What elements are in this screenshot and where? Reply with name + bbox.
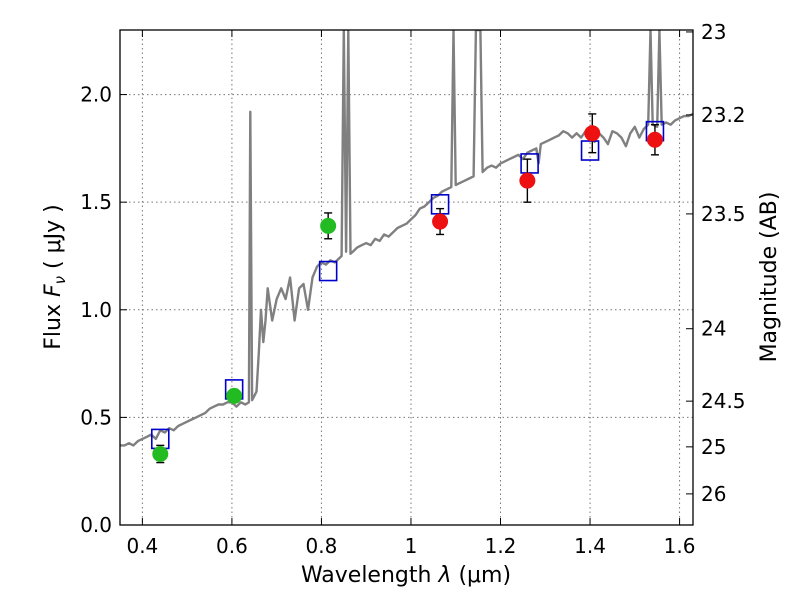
y-axis-label-subscript: ν: [51, 276, 69, 284]
x-tick-label: 1.4: [574, 534, 606, 558]
y2-tick-label: 23.2: [701, 103, 746, 127]
model-square-marker: [580, 140, 600, 161]
x-tick-label: 0.4: [126, 534, 158, 558]
y-tick-label: 0.5: [80, 405, 112, 429]
model-square-marker: [318, 260, 338, 282]
y2-tick-label: 24: [701, 317, 726, 341]
y-axis-label: Flux Fν ( μJy ): [41, 204, 69, 349]
spectrum-layer: [120, 30, 693, 447]
y2-tick-label: 23: [701, 20, 726, 44]
y-axis-label-unit: ( μJy ): [41, 204, 66, 276]
x-tick-label: 1.6: [664, 534, 696, 558]
y-tick-label: 1.5: [80, 190, 112, 214]
nir-point: [432, 213, 449, 230]
spectrum-line: [120, 30, 693, 447]
x-axis-label-lambda: λ: [437, 563, 451, 588]
y-axis-label-symbol: F: [41, 284, 66, 297]
y2-tick-label: 23.5: [701, 202, 746, 226]
nir-point: [584, 125, 601, 142]
y-axis: 0.0 0.5 1.0 1.5 2.0: [80, 83, 127, 537]
nir-point: [646, 131, 663, 148]
y-tick-label: 2.0: [80, 83, 112, 107]
x-axis-label-prefix: Wavelength: [301, 563, 439, 588]
points-layer: [150, 113, 665, 464]
x-tick-label: 0.8: [306, 534, 338, 558]
y-tick-label: 1.0: [80, 298, 112, 322]
y2-tick-label: 24.5: [701, 389, 746, 413]
x-axis-label-unit: (μm): [451, 563, 511, 588]
y2-tick-label: 26: [701, 482, 726, 506]
optical-point: [320, 217, 337, 234]
y2-tick-label: 25: [701, 435, 726, 459]
x-tick-label: 1: [405, 534, 418, 558]
x-tick-label: 1.2: [485, 534, 517, 558]
plot-frame: [119, 29, 694, 526]
model-square-marker: [520, 153, 539, 174]
optical-point: [152, 445, 169, 462]
optical-point: [226, 387, 243, 404]
x-axis-label: Wavelength λ (μm): [301, 563, 511, 588]
y-axis-label-prefix: Flux: [41, 297, 66, 350]
nir-point: [519, 172, 536, 189]
y2-axis-label: Magnitude (AB): [757, 192, 782, 363]
grid: [120, 30, 693, 525]
y-tick-label: 0.0: [80, 513, 112, 537]
y2-axis: 23 23.2 23.5 24 24.5 25 26: [686, 20, 746, 506]
x-axis: 0.4 0.6 0.8 1 1.2 1.4 1.6: [126, 30, 695, 558]
x-tick-label: 0.6: [216, 534, 248, 558]
